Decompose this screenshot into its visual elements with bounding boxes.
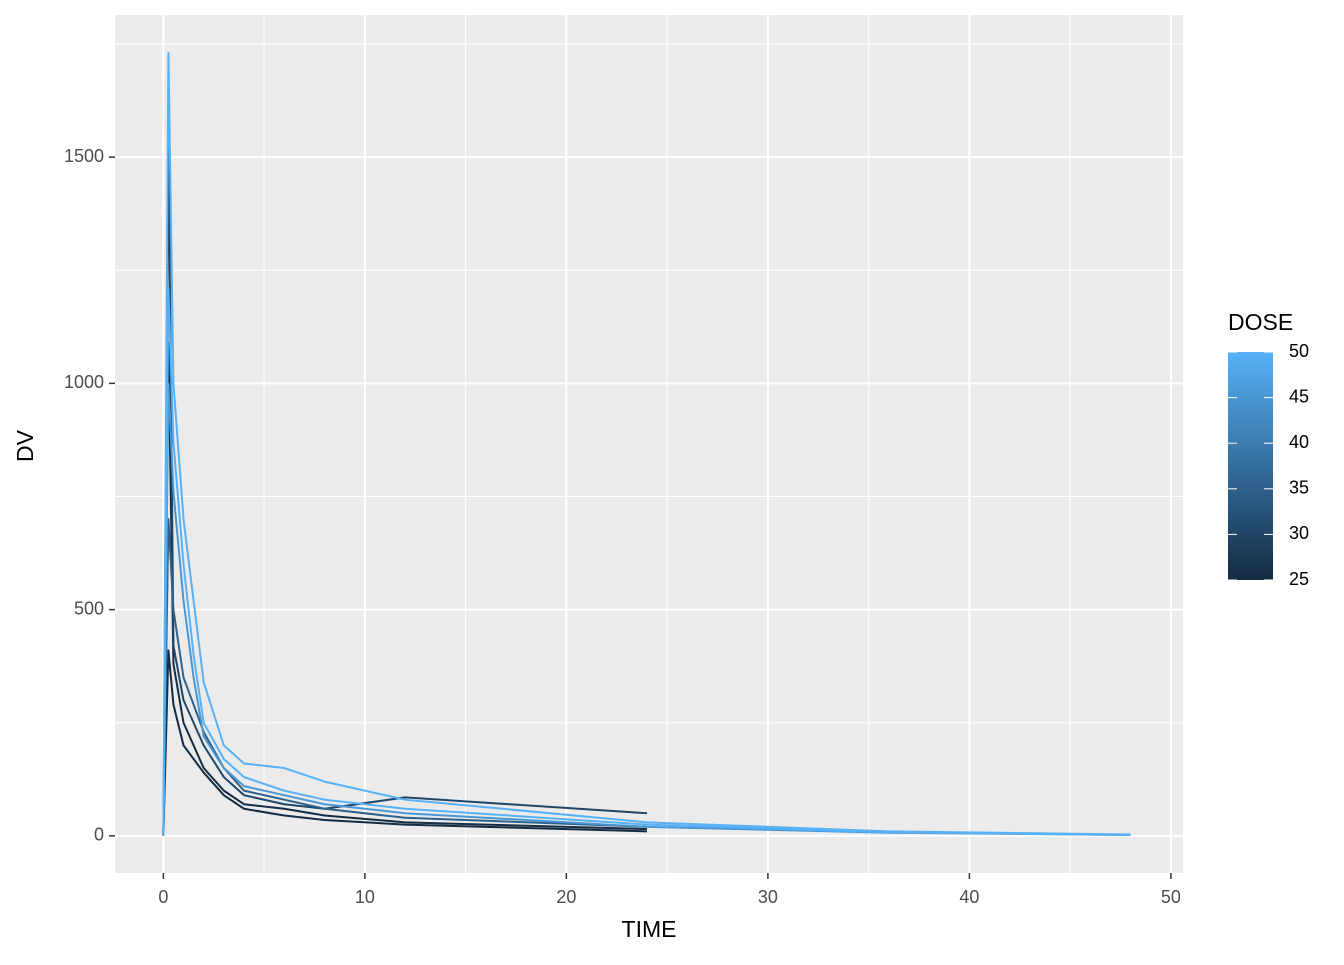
y-tick-label: 1000 bbox=[64, 372, 104, 392]
colorbar-label: 35 bbox=[1289, 478, 1309, 498]
x-tick-label: 20 bbox=[556, 887, 576, 907]
x-tick-label: 30 bbox=[758, 887, 778, 907]
x-tick-label: 40 bbox=[959, 887, 979, 907]
data-line bbox=[162, 52, 1131, 836]
data-line bbox=[162, 287, 1131, 836]
panel-background bbox=[115, 15, 1183, 873]
y-axis-label: DV bbox=[12, 429, 38, 462]
x-tick-label: 10 bbox=[355, 887, 375, 907]
y-tick-label: 0 bbox=[94, 825, 104, 845]
colorbar-label: 40 bbox=[1289, 432, 1309, 452]
colorbar-label: 25 bbox=[1289, 569, 1309, 589]
colorbar-label: 30 bbox=[1289, 523, 1309, 543]
colorbar bbox=[1228, 352, 1273, 580]
y-tick-label: 500 bbox=[74, 598, 104, 618]
x-tick-label: 50 bbox=[1161, 887, 1181, 907]
data-line bbox=[162, 382, 1131, 836]
legend-title: DOSE bbox=[1228, 309, 1293, 335]
y-tick-label: 1500 bbox=[64, 146, 104, 166]
colorbar-label: 45 bbox=[1289, 386, 1309, 406]
x-axis-label: TIME bbox=[622, 916, 677, 942]
x-tick-label: 0 bbox=[158, 887, 168, 907]
data-line bbox=[162, 649, 648, 836]
colorbar-label: 50 bbox=[1289, 341, 1309, 361]
